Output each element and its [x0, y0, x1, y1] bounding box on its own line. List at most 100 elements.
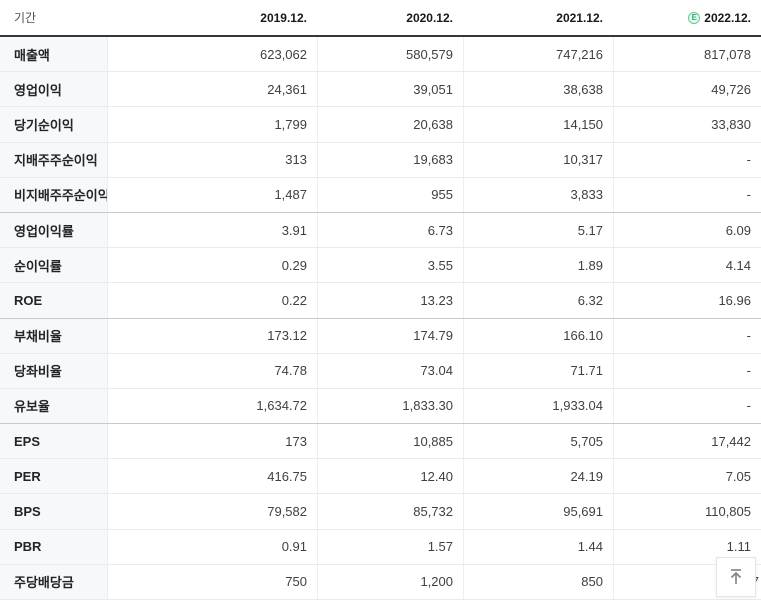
table-row-roe: ROE 0.22 13.23 6.32 16.96 [0, 283, 761, 319]
cell-value: 14,150 [463, 107, 613, 142]
cell-value: 24.19 [463, 459, 613, 494]
column-header-2020-12: 2020.12. [406, 10, 453, 25]
cell-value: 71.71 [463, 353, 613, 388]
cell-value: 416.75 [107, 459, 317, 494]
row-label: 당좌비율 [0, 353, 107, 388]
table-row-revenue: 매출액 623,062 580,579 747,216 817,078 [0, 37, 761, 73]
table-row-per: PER 416.75 12.40 24.19 7.05 [0, 459, 761, 495]
cell-value: 6.32 [463, 283, 613, 318]
row-label: 영업이익 [0, 72, 107, 107]
cell-value: 13.23 [317, 283, 463, 318]
cell-value: 1,933.04 [463, 388, 613, 424]
cell-value: 1.11 [613, 529, 761, 564]
table-row-quick-ratio: 당좌비율 74.78 73.04 71.71 - [0, 353, 761, 389]
cell-value: 850 [463, 564, 613, 599]
scroll-to-top-arrow-icon [728, 568, 744, 586]
cell-value: 173 [107, 424, 317, 459]
cell-value: 20,638 [317, 107, 463, 142]
table-row-debt-ratio: 부채비율 173.12 174.79 166.10 - [0, 318, 761, 354]
cell-value: - [613, 177, 761, 212]
row-label: PBR [0, 529, 107, 564]
row-label: 비지배주주순이익 [0, 177, 107, 212]
row-label: 매출액 [0, 37, 107, 72]
cell-value: 4.14 [613, 248, 761, 283]
cell-value: 12.40 [317, 459, 463, 494]
table-row-bps: BPS 79,582 85,732 95,691 110,805 [0, 494, 761, 530]
row-label: BPS [0, 494, 107, 529]
table-row-pbr: PBR 0.91 1.57 1.44 1.11 [0, 529, 761, 565]
row-label: 부채비율 [0, 318, 107, 353]
cell-value: 1,200 [317, 564, 463, 599]
cell-value: 623,062 [107, 37, 317, 72]
cell-value: 955 [317, 177, 463, 212]
table-header-row: 기간 2019.12. 2020.12. 2021.12. E 2022.12. [0, 0, 761, 37]
cell-value: 79,582 [107, 494, 317, 529]
cell-value: 16.96 [613, 283, 761, 318]
row-label: ROE [0, 283, 107, 318]
cell-value: 10,317 [463, 142, 613, 177]
row-label: 당기순이익 [0, 107, 107, 142]
column-header-2021-12: 2021.12. [556, 10, 603, 25]
table-row-eps: EPS 173 10,885 5,705 17,442 [0, 424, 761, 460]
cell-value: 747,216 [463, 37, 613, 72]
row-label: 영업이익률 [0, 212, 107, 248]
cell-value: 5.17 [463, 212, 613, 248]
cell-value: 6.09 [613, 212, 761, 248]
table-row-net-margin: 순이익률 0.29 3.55 1.89 4.14 [0, 248, 761, 284]
period-header-label: 기간 [0, 0, 107, 35]
cell-value: 38,638 [463, 72, 613, 107]
cell-value: 10,885 [317, 424, 463, 459]
cell-value: 49,726 [613, 72, 761, 107]
table-row-net-income: 당기순이익 1,799 20,638 14,150 33,830 [0, 107, 761, 143]
row-label: PER [0, 459, 107, 494]
cell-value: 74.78 [107, 353, 317, 388]
table-row-operating-profit: 영업이익 24,361 39,051 38,638 49,726 [0, 72, 761, 108]
cell-value: 85,732 [317, 494, 463, 529]
column-header-2022-label: 2022.12. [704, 10, 751, 25]
cell-value: - [613, 353, 761, 388]
cell-value: 1,487 [107, 177, 317, 212]
cell-value: 0.22 [107, 283, 317, 318]
cell-value: 19,683 [317, 142, 463, 177]
scroll-to-top-button[interactable] [716, 557, 756, 597]
column-header-2022-12-estimate: E 2022.12. [613, 0, 761, 35]
cell-value: 73.04 [317, 353, 463, 388]
cell-value: 1.44 [463, 529, 613, 564]
cell-value: 1.57 [317, 529, 463, 564]
cell-value: 1,634.72 [107, 388, 317, 424]
cell-value: 17,442 [613, 424, 761, 459]
cell-value: 3,833 [463, 177, 613, 212]
cell-value: 39,051 [317, 72, 463, 107]
table-row-operating-margin: 영업이익률 3.91 6.73 5.17 6.09 [0, 212, 761, 249]
cell-value: 173.12 [107, 318, 317, 353]
cell-value: 817,078 [613, 37, 761, 72]
cell-value: 174.79 [317, 318, 463, 353]
cell-value: 110,805 [613, 494, 761, 529]
cell-value: 1.89 [463, 248, 613, 283]
row-label: 지배주주순이익 [0, 142, 107, 177]
cell-value: 166.10 [463, 318, 613, 353]
cell-value: 3.55 [317, 248, 463, 283]
cell-value: 95,691 [463, 494, 613, 529]
table-row-reserve-ratio: 유보율 1,634.72 1,833.30 1,933.04 - [0, 388, 761, 425]
cell-value: 1,833.30 [317, 388, 463, 424]
cell-value: 1,799 [107, 107, 317, 142]
cell-value: 33,830 [613, 107, 761, 142]
table-row-dividend-per-share: 주당배당금 750 1,200 850 7 [0, 564, 761, 600]
cell-value: - [613, 388, 761, 424]
cell-value: 313 [107, 142, 317, 177]
cell-value: 580,579 [317, 37, 463, 72]
cell-value: 0.29 [107, 248, 317, 283]
row-label: EPS [0, 424, 107, 459]
cell-value: 3.91 [107, 212, 317, 248]
cell-value: 5,705 [463, 424, 613, 459]
cell-value: 7.05 [613, 459, 761, 494]
table-row-controlling-net-income: 지배주주순이익 313 19,683 10,317 - [0, 142, 761, 178]
cell-value: 750 [107, 564, 317, 599]
cell-value: 6.73 [317, 212, 463, 248]
row-label: 유보율 [0, 388, 107, 424]
cell-value: - [613, 142, 761, 177]
row-label: 순이익률 [0, 248, 107, 283]
cell-value: - [613, 318, 761, 353]
